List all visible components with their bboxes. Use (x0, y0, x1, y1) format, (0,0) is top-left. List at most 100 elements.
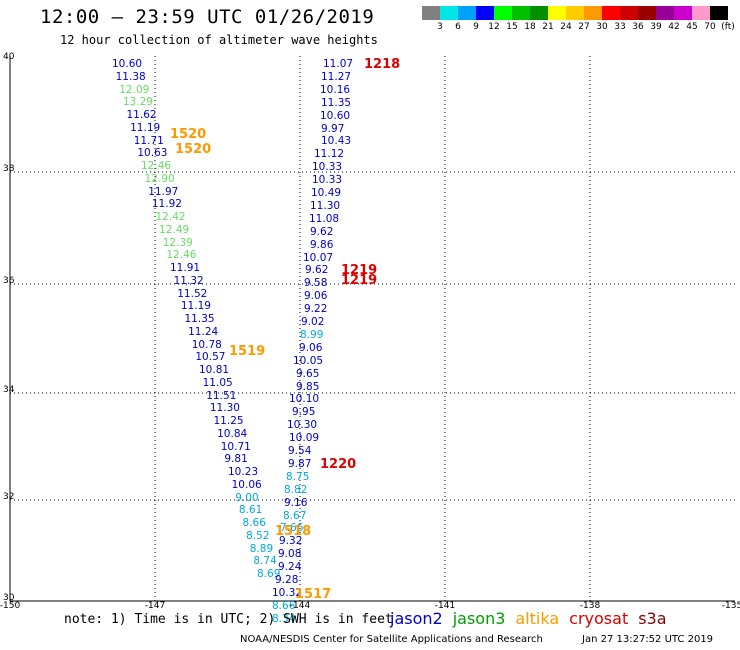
time-marker: 1219 (341, 273, 378, 288)
time-marker: 1220 (320, 457, 357, 472)
colorbar-swatch (530, 6, 548, 20)
chart-subtitle: 12 hour collection of altimeter wave hei… (60, 33, 378, 47)
wave-height-value: 11.62 (126, 109, 157, 121)
time-marker: 1520 (175, 142, 212, 157)
wave-height-value: 10.63 (137, 147, 168, 160)
wave-height-value: 9.81 (224, 453, 248, 466)
colorbar-swatch (692, 6, 710, 20)
colorbar-swatch (440, 6, 458, 20)
colorbar-swatch (476, 6, 494, 20)
colorbar-swatch (710, 6, 728, 20)
wave-height-value: 9.32 (279, 535, 303, 548)
colorbar-label: 36 (632, 22, 644, 32)
wave-height-value: 11.32 (173, 274, 204, 287)
wave-height-value: 11.19 (130, 121, 161, 134)
longitude-label: -147 (144, 601, 166, 611)
wave-height-value: 11.08 (309, 212, 340, 225)
wave-height-value: 10.06 (231, 478, 262, 491)
wave-height-value: 12.90 (144, 172, 175, 185)
wave-height-value: 8.67 (283, 509, 307, 522)
legend-entry-s3a: s3a (638, 609, 667, 628)
wave-height-value: 10.60 (320, 109, 351, 122)
wave-height-value: 11.97 (148, 185, 179, 198)
latitude-label: 38 (3, 164, 15, 174)
wave-height-value: 10.16 (320, 83, 351, 96)
legend-entry-altika: altika (515, 609, 560, 628)
wave-height-value: 10.05 (293, 354, 324, 367)
colorbar-label: 15 (506, 22, 518, 32)
wave-height-value: 9.06 (304, 290, 328, 303)
wave-height-value: 11.51 (206, 389, 237, 402)
wave-height-value: 9.87 (288, 457, 312, 470)
wave-height-value: 11.05 (202, 376, 233, 389)
longitude-label: -150 (0, 601, 21, 611)
wave-height-value: 11.12 (314, 148, 345, 161)
wave-height-value: 11.35 (321, 96, 352, 109)
wave-height-value: 10.23 (228, 466, 259, 478)
colorbar-label: 39 (650, 22, 662, 32)
wave-height-value: 11.30 (209, 402, 240, 415)
wave-height-value: 8.61 (238, 504, 263, 517)
wave-height-value: 11.27 (321, 70, 352, 83)
wave-height-value: 9.02 (301, 316, 325, 328)
colorbar-label: 9 (473, 22, 479, 32)
colorbar-label: 27 (578, 22, 590, 32)
wave-height-value: 12.42 (155, 211, 186, 223)
colorbar-label: 70 (704, 22, 716, 32)
time-marker: 1517 (295, 587, 332, 602)
wave-height-value: 11.91 (170, 262, 201, 274)
wave-height-value: 9.62 (305, 264, 329, 277)
wave-height-value: 8.52 (246, 529, 270, 542)
colorbar-swatch (458, 6, 476, 20)
time-marker: 1520 (170, 127, 207, 142)
wave-height-value: 10.60 (112, 58, 143, 70)
colorbar-label: 45 (686, 22, 698, 32)
wave-height-value: 9.62 (310, 225, 334, 238)
colorbar-label: 3 (437, 22, 443, 32)
wave-height-value: 11.19 (180, 300, 211, 313)
wave-height-value: 11.07 (323, 58, 354, 70)
longitude-label: -144 (289, 601, 311, 611)
satellite-legend: jason2 jason3 altika cryosat s3a (390, 609, 677, 628)
time-marker: 1218 (364, 57, 401, 72)
colorbar-swatch (638, 6, 656, 20)
wave-height-value: 9.00 (235, 491, 259, 504)
wave-height-value: 10.30 (287, 419, 318, 432)
wave-height-value: 12.46 (166, 249, 197, 262)
wave-height-value: 8.66 (272, 599, 296, 612)
wave-height-value: 9.95 (292, 406, 316, 419)
colorbar-swatch (620, 6, 638, 20)
legend-entry-cryosat: cryosat (569, 609, 629, 628)
wave-height-value: 8.74 (253, 555, 277, 568)
wave-height-value: 10.32 (272, 586, 303, 599)
colorbar-label: (ft) (721, 22, 735, 32)
wave-height-value: 9.85 (296, 380, 320, 393)
wave-height-value: 10.78 (191, 338, 222, 351)
chart-title: 12:00 – 23:59 UTC 01/26/2019 (40, 6, 375, 28)
colorbar-swatch (656, 6, 674, 20)
wave-height-value: 9.65 (296, 367, 320, 380)
wave-height-value: 10.49 (311, 187, 342, 199)
wave-height-value: 8.66 (242, 517, 266, 529)
wave-height-value: 10.81 (199, 364, 230, 376)
wave-height-value: 11.25 (213, 415, 244, 427)
credit-text: NOAA/NESDIS Center for Satellite Applica… (240, 634, 543, 645)
wave-height-value: 11.35 (184, 313, 215, 325)
colorbar-label: 18 (524, 22, 536, 32)
wave-height-value: 7.66 (280, 522, 304, 535)
colorbar-label: 6 (455, 22, 461, 32)
wave-height-value: 9.58 (304, 277, 328, 290)
wave-height-value: 8.69 (257, 568, 281, 580)
colorbar-swatch (422, 6, 440, 20)
latitude-label: 30 (3, 593, 15, 603)
colorbar-swatch (512, 6, 530, 20)
wave-height-value: 10.71 (220, 440, 251, 453)
wave-height-value: 11.38 (115, 70, 146, 83)
longitude-label: -141 (434, 601, 456, 611)
wave-height-value: 11.30 (310, 199, 341, 212)
wave-height-value: 9.22 (304, 303, 328, 316)
wave-height-value: 10.10 (289, 393, 320, 406)
wave-height-value: 11.52 (177, 287, 208, 300)
